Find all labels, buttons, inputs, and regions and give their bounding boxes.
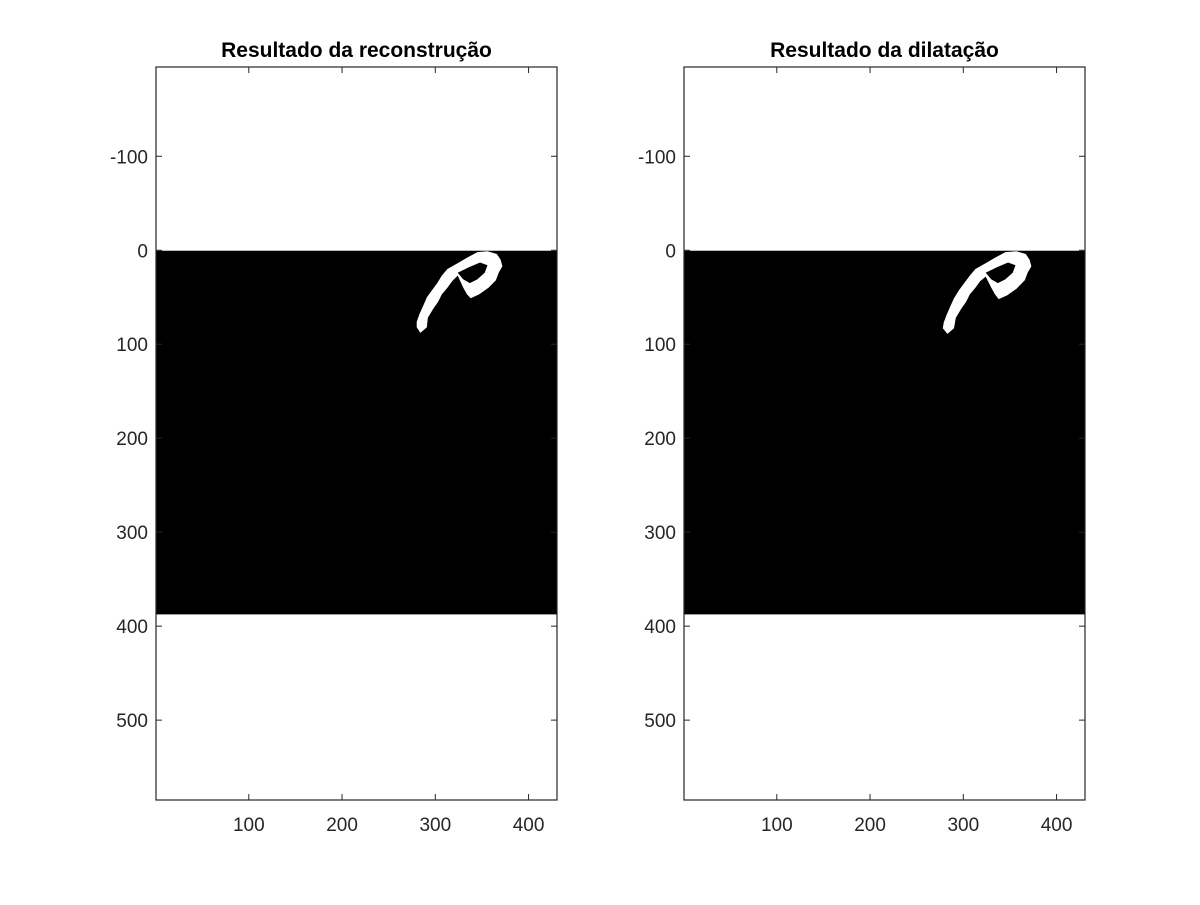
x-tick-label: 200 [326, 815, 358, 836]
x-tick-label: 300 [419, 815, 451, 836]
y-tick-label: 400 [644, 617, 676, 638]
x-tick-label: 300 [947, 815, 979, 836]
x-tick-label: 200 [854, 815, 886, 836]
y-tick-label: 400 [116, 617, 148, 638]
chart-title: Resultado da dilatação [770, 39, 999, 62]
y-tick-label: 200 [116, 429, 148, 450]
y-tick-label: 100 [644, 335, 676, 356]
axes-box [155, 66, 558, 801]
image-background [684, 250, 1085, 615]
y-tick-label: 500 [644, 711, 676, 732]
axes-box [683, 66, 1086, 801]
x-tick-label: 100 [233, 815, 265, 836]
y-tick-label: -100 [110, 147, 148, 168]
subplot-1: 100 200 300 400 -100 0 100 200 300 400 500 Resultad… [110, 39, 558, 836]
y-tick-label: 100 [116, 335, 148, 356]
y-tick-label: 300 [116, 523, 148, 544]
image-background [156, 250, 557, 615]
subplot-2: 100 200 300 400 -100 0 100 200 300 400 500 Resultad… [638, 39, 1086, 836]
x-tick-label: 400 [513, 815, 545, 836]
y-tick-label: 200 [644, 429, 676, 450]
chart-title: Resultado da reconstrução [221, 39, 492, 62]
x-tick-label: 100 [761, 815, 793, 836]
y-tick-label: 500 [116, 711, 148, 732]
y-tick-label: 300 [644, 523, 676, 544]
y-tick-label: 0 [665, 241, 676, 262]
y-tick-label: 0 [137, 241, 148, 262]
y-tick-label: -100 [638, 147, 676, 168]
x-tick-label: 400 [1041, 815, 1073, 836]
foreground-blob [942, 251, 1032, 334]
foreground-blob [416, 251, 503, 333]
